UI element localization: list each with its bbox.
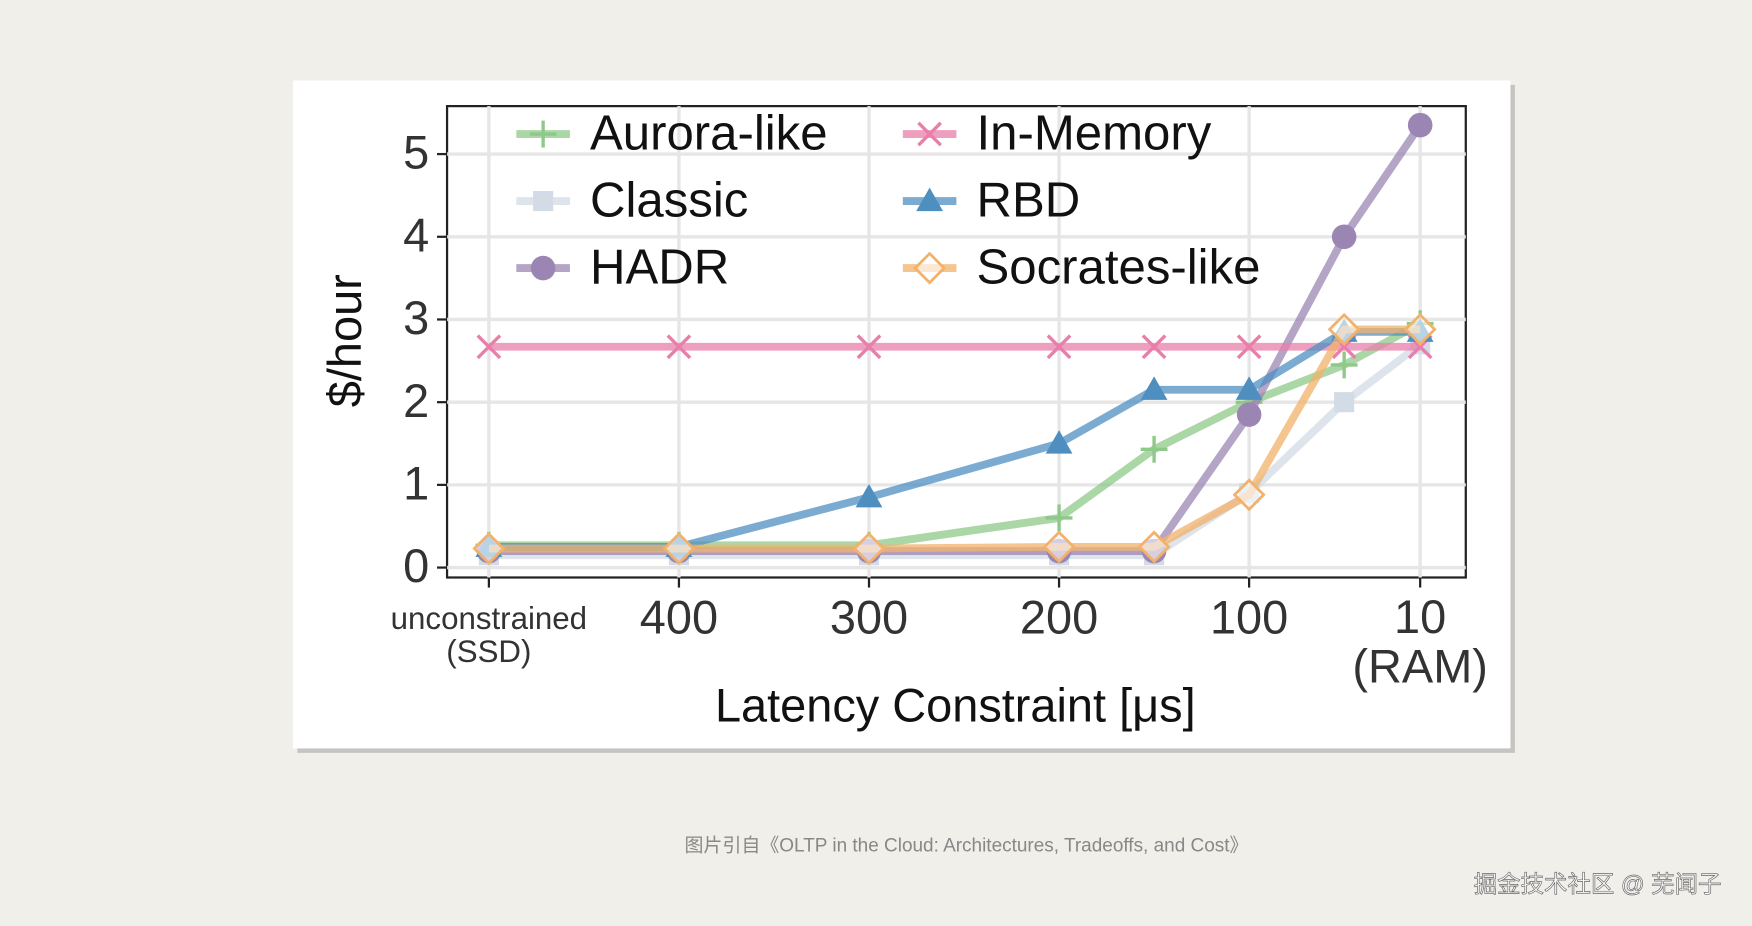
legend-marker xyxy=(913,251,947,285)
x-tick-label: 10 (RAM) xyxy=(1352,591,1487,692)
x-tick-label: unconstrained (SSD) xyxy=(391,601,587,669)
y-tick-label: 1 xyxy=(403,457,429,509)
legend-marker xyxy=(917,121,942,147)
x-tick-label: 200 xyxy=(1020,591,1098,643)
marker xyxy=(1407,112,1433,138)
legend-item: Classic xyxy=(516,173,748,227)
marker xyxy=(1046,334,1072,360)
legend-label: RBD xyxy=(977,173,1081,227)
marker xyxy=(1403,312,1437,346)
legend-item: HADR xyxy=(516,240,729,294)
watermark: 掘金技术社区 @ 芜闻子 xyxy=(1474,871,1722,897)
legend-label: In-Memory xyxy=(977,106,1212,160)
y-tick-label: 2 xyxy=(403,375,429,427)
marker xyxy=(1236,402,1262,427)
marker xyxy=(1140,435,1168,463)
series xyxy=(472,312,1437,566)
legend-item: In-Memory xyxy=(902,106,1212,160)
x-axis-label: Latency Constraint [μs] xyxy=(715,680,1196,732)
marker xyxy=(855,483,883,508)
series-line xyxy=(488,325,1421,553)
marker xyxy=(662,532,696,566)
y-tick-label: 3 xyxy=(403,292,429,344)
legend-label: Aurora-like xyxy=(590,106,828,160)
legend-marker xyxy=(916,187,944,212)
legend-label: Classic xyxy=(590,173,748,227)
y-tick-label: 4 xyxy=(403,209,429,261)
marker xyxy=(1330,351,1358,379)
series-line xyxy=(488,327,1421,551)
marker xyxy=(1045,504,1073,532)
marker xyxy=(1045,430,1073,454)
y-axis-label: $/hour xyxy=(319,274,371,407)
marker xyxy=(1235,376,1263,400)
plot-area xyxy=(445,104,1467,579)
y-tick-label: 0 xyxy=(403,540,429,592)
legend-item: Aurora-like xyxy=(516,106,828,160)
marker xyxy=(1232,478,1266,512)
plot-layer: 0 1 2 3 4 5 unconstrained (SSD) 400 300 200 100 10 (R… xyxy=(391,106,1488,693)
series xyxy=(476,334,1433,360)
series-line xyxy=(488,341,1423,560)
legend-marker xyxy=(530,255,556,281)
caption: 图片引自《OLTP in the Cloud: Architectures, T… xyxy=(684,835,1248,857)
marker xyxy=(1140,376,1168,400)
marker xyxy=(1334,392,1355,413)
marker xyxy=(852,532,886,566)
marker xyxy=(666,334,692,360)
legend-label: HADR xyxy=(590,240,729,294)
y-tick-label: 5 xyxy=(403,127,429,179)
legend-label: Socrates-like xyxy=(977,240,1261,294)
x-tick-label: 100 xyxy=(1210,591,1288,643)
marker xyxy=(1137,530,1171,564)
marker xyxy=(1331,224,1357,250)
legend: Aurora-like Classic HADR In-Memory RBD Socrat… xyxy=(516,106,1260,294)
marker xyxy=(472,532,506,566)
legend-item: Socrates-like xyxy=(902,240,1261,294)
marker xyxy=(1141,334,1167,360)
legend-marker xyxy=(533,191,554,212)
marker xyxy=(1327,312,1361,346)
marker xyxy=(476,334,502,360)
marker xyxy=(1042,530,1076,564)
marker xyxy=(1236,334,1262,360)
x-tick-label: 400 xyxy=(640,591,718,643)
legend-marker xyxy=(529,120,557,148)
marker xyxy=(856,334,882,360)
x-tick-label: 300 xyxy=(830,591,908,643)
legend-item: RBD xyxy=(902,173,1081,227)
